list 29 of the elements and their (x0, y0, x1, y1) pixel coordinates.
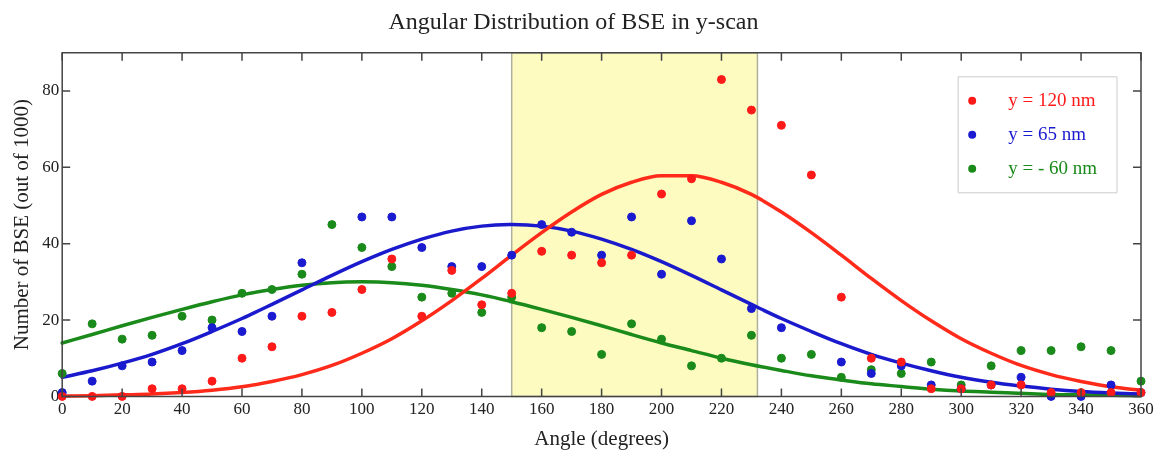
x-tick-label: 300 (948, 399, 974, 419)
x-tick-label: 200 (648, 399, 675, 419)
legend-label: y = - 60 nm (1008, 156, 1098, 178)
y-tick-label: 60 (42, 156, 60, 176)
x-tick-label: 160 (528, 399, 555, 419)
x-tick-label: 40 (173, 399, 191, 419)
x-tick-label: 100 (349, 399, 375, 419)
x-axis-title: Angle (degrees) (534, 425, 669, 450)
x-tick-label: 240 (768, 399, 795, 419)
x-tick-label: 340 (1068, 399, 1094, 419)
y-tick-label: 80 (42, 80, 60, 100)
x-tick-label: 260 (828, 399, 855, 419)
x-tick-label: 140 (468, 399, 495, 419)
legend-label: y = 120 nm (1008, 88, 1096, 110)
y-axis-title: Number of BSE (out of 1000) (9, 98, 34, 351)
y-tick-label: 0 (50, 385, 60, 405)
x-tick-label: 120 (409, 399, 435, 419)
x-tick-label: 320 (1008, 399, 1034, 419)
y-tick-label: 20 (42, 309, 60, 329)
x-tick-label: 220 (708, 399, 735, 419)
x-tick-label: 280 (888, 399, 915, 419)
legend-label: y = 65 nm (1008, 122, 1087, 144)
y-tick-label: 40 (42, 233, 60, 253)
x-tick-label: 20 (113, 399, 131, 419)
chart-title: Angular Distribution of BSE in y-scan (388, 7, 759, 34)
x-tick-label: 80 (293, 399, 311, 419)
x-tick-label: 60 (233, 399, 251, 419)
x-tick-label: 180 (588, 399, 615, 419)
x-tick-label: 360 (1128, 399, 1154, 419)
